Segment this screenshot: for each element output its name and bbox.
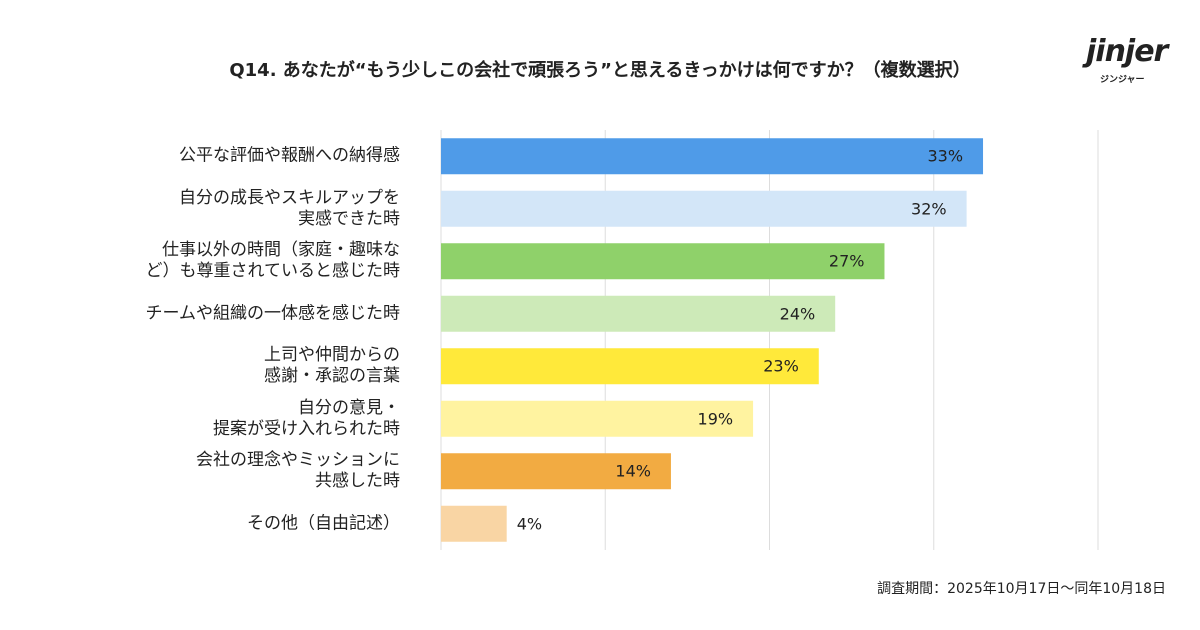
bar xyxy=(441,505,507,542)
category-label: 会社の理念やミッションに 共感した時 xyxy=(196,450,400,492)
category-label: 自分の成長やスキルアップを 実感できた時 xyxy=(179,187,400,229)
bar xyxy=(441,138,984,175)
logo-sub: ジンジャー xyxy=(1100,75,1145,85)
value-label: 23% xyxy=(763,356,799,376)
logo: jinjer xyxy=(1086,34,1168,69)
footnote: 調査期間：2025年10月17日〜同年10月18日 xyxy=(877,581,1166,597)
category-label: 公平な評価や報酬への納得感 xyxy=(179,145,400,166)
category-label: 仕事以外の時間（家庭・趣味な ど）も尊重されていると感じた時 xyxy=(145,240,401,282)
value-label: 19% xyxy=(697,409,734,429)
value-label: 33% xyxy=(927,146,964,166)
category-label: チームや組織の一体感を感じた時 xyxy=(145,303,401,324)
bar xyxy=(441,453,671,490)
category-label: 自分の意見・ 提案が受け入れられた時 xyxy=(213,397,400,439)
bar xyxy=(441,400,754,437)
bar xyxy=(441,190,967,227)
bar xyxy=(441,243,885,280)
category-label: 上司や仲間からの 感謝・承認の言葉 xyxy=(264,345,400,387)
chart-title: Q14. あなたが“もう少しこの会社で頑張ろう”と思えるきっかけは何ですか？（複… xyxy=(229,60,971,81)
value-label: 4% xyxy=(516,514,543,534)
category-label: その他（自由記述） xyxy=(247,513,400,534)
value-label: 24% xyxy=(779,304,816,324)
value-label: 32% xyxy=(911,199,947,219)
value-label: 27% xyxy=(828,251,865,271)
bar xyxy=(441,295,836,332)
value-label: 14% xyxy=(615,461,651,481)
bar xyxy=(441,348,819,385)
